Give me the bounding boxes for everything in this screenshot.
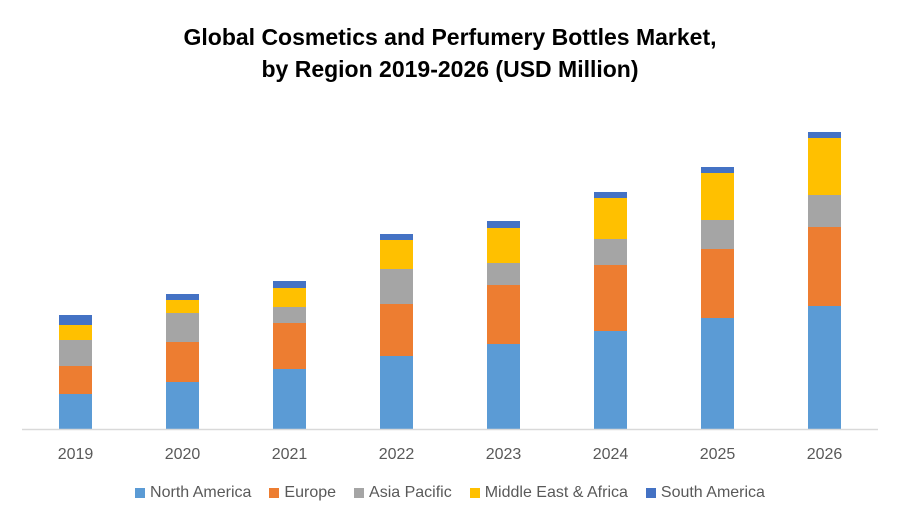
- bar-segment-asia-pacific-2022: [380, 269, 413, 304]
- legend-item: Asia Pacific: [354, 484, 452, 502]
- bar-segment-middle-east-africa-2021: [273, 288, 306, 307]
- bar-segment-middle-east-africa-2022: [380, 240, 413, 269]
- bar-segment-middle-east-africa-2024: [594, 198, 627, 239]
- bar-segment-north-america-2023: [487, 344, 520, 429]
- bar-segment-europe-2022: [380, 304, 413, 356]
- x-tick-label: 2022: [379, 446, 415, 463]
- legend-label: South America: [660, 484, 765, 501]
- bar-segment-north-america-2025: [701, 318, 734, 429]
- bar-segment-south-america-2023: [487, 221, 520, 228]
- bar-segment-asia-pacific-2023: [487, 263, 520, 285]
- bar-segment-middle-east-africa-2019: [59, 325, 92, 340]
- legend-item: North America: [135, 484, 251, 502]
- legend-swatch: [354, 488, 365, 498]
- legend-label: North America: [150, 484, 252, 501]
- bar-segment-asia-pacific-2020: [166, 313, 199, 342]
- legend-label: Asia Pacific: [369, 484, 452, 501]
- bar-segment-north-america-2024: [594, 331, 627, 429]
- legend: North America Europe Asia Pacific Middle Ea…: [0, 484, 900, 502]
- legend-swatch: [469, 488, 480, 498]
- bar-segment-asia-pacific-2019: [59, 340, 92, 366]
- legend-item: South America: [645, 484, 765, 502]
- bar-segment-middle-east-africa-2023: [487, 228, 520, 263]
- legend-swatch: [269, 488, 280, 498]
- bar-segment-south-america-2021: [273, 281, 306, 288]
- x-tick-label: 2024: [593, 446, 629, 463]
- bar-segment-asia-pacific-2025: [701, 220, 734, 249]
- bar-segment-south-america-2020: [166, 294, 199, 300]
- bar-segment-europe-2019: [59, 366, 92, 394]
- bar-segment-south-america-2019: [59, 315, 92, 325]
- legend-label: Middle East & Africa: [484, 484, 628, 501]
- bar-segment-south-america-2022: [380, 234, 413, 240]
- legend-item: Middle East & Africa: [469, 484, 628, 502]
- bar-segment-europe-2024: [594, 265, 627, 331]
- x-tick-label: 2019: [58, 446, 94, 463]
- x-tick-label: 2023: [486, 446, 522, 463]
- legend-label: Europe: [284, 484, 337, 501]
- bar-segment-north-america-2022: [380, 356, 413, 429]
- bar-segment-middle-east-africa-2026: [808, 138, 841, 195]
- legend-swatch: [135, 488, 146, 498]
- bar-segment-north-america-2019: [59, 394, 92, 429]
- bar-segment-middle-east-africa-2025: [701, 173, 734, 220]
- bar-segment-south-america-2024: [594, 192, 627, 198]
- bar-segment-north-america-2021: [273, 369, 306, 429]
- x-tick-label: 2025: [700, 446, 736, 463]
- x-tick-label: 2021: [272, 446, 308, 463]
- bar-segment-europe-2025: [701, 249, 734, 318]
- chart-subtitle: by Region 2019-2026 (USD Million): [261, 56, 639, 82]
- legend-swatch: [645, 488, 656, 498]
- bar-segment-europe-2023: [487, 285, 520, 344]
- bar-segment-middle-east-africa-2020: [166, 300, 199, 313]
- bar-segment-asia-pacific-2024: [594, 239, 627, 265]
- bar-segment-north-america-2026: [808, 306, 841, 429]
- legend-item: Europe: [269, 484, 336, 502]
- bar-segment-asia-pacific-2021: [273, 307, 306, 323]
- bar-segment-north-america-2020: [166, 382, 199, 429]
- x-tick-label: 2026: [807, 446, 843, 463]
- bar-segment-europe-2020: [166, 342, 199, 382]
- bar-segment-asia-pacific-2026: [808, 195, 841, 227]
- x-tick-label: 2020: [165, 446, 201, 463]
- bar-segment-europe-2021: [273, 323, 306, 369]
- bar-segment-south-america-2026: [808, 132, 841, 138]
- chart-title: Global Cosmetics and Perfumery Bottles M…: [183, 24, 717, 50]
- bar-segment-south-america-2025: [701, 167, 734, 173]
- bar-segment-europe-2026: [808, 227, 841, 306]
